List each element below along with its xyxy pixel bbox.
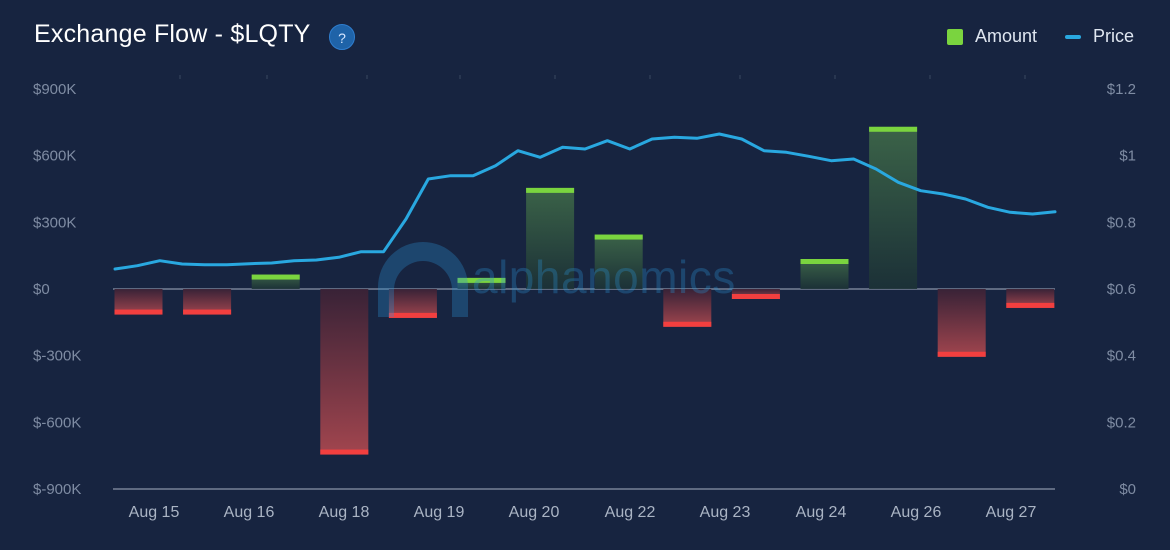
watermark-logo-icon [378,242,468,317]
y-left-tick-label: $600K [33,148,76,165]
watermark: alphanomics [368,232,736,322]
legend-item-amount[interactable]: Amount [946,26,1037,47]
y-right-tick-label: $0.4 [1107,348,1136,365]
amount-bar-cap [114,309,163,315]
x-tick-label: Aug 20 [509,504,560,521]
y-right-tick-label: $0.6 [1107,281,1136,298]
amount-bar-cap [800,259,849,264]
y-left-tick-label: $-600K [33,414,81,431]
amount-bar-cap [663,321,712,327]
amount-bar [320,289,369,455]
help-icon[interactable]: ? [329,24,355,50]
amount-bar [457,277,506,289]
legend: Amount Price [946,26,1134,47]
x-tick-label: Aug 26 [891,504,942,521]
amount-bar [663,289,712,327]
amount-bar-cap [251,274,300,280]
amount-bar [594,234,643,289]
amount-bar-cap [457,277,506,283]
legend-label-price: Price [1092,26,1134,46]
y-left-tick-label: $-300K [33,348,81,365]
amount-bar-cap [937,351,986,357]
amount-bar-cap [869,126,918,132]
amount-bar-cap [183,309,232,315]
price-swatch-icon [1064,34,1081,39]
amount-bar-cap [320,449,369,455]
amount-bar [526,187,575,289]
chart-title: Exchange Flow - $LQTY [34,20,311,48]
y-right-tick-label: $1.2 [1107,81,1136,98]
amount-bar [869,126,918,290]
x-tick-label: Aug 15 [129,504,180,521]
amount-swatch-icon [946,28,963,45]
y-left-tick-label: $900K [33,81,76,98]
y-right-tick-label: $0 [1119,481,1136,498]
amount-bar [937,289,986,357]
amount-bar-cap [388,312,437,318]
price-line [113,132,1057,271]
amount-bar-cap [1006,302,1055,308]
watermark-text: alphanomics [472,251,736,303]
y-right-tick-label: $0.8 [1107,214,1136,231]
y-left-tick-label: $0 [33,281,50,298]
amount-bar-cap [731,294,780,299]
x-tick-label: Aug 18 [319,504,370,521]
x-tick-label: Aug 19 [414,504,465,521]
y-left-tick-label: $-900K [33,481,81,498]
legend-label-amount: Amount [974,26,1037,46]
x-tick-label: Aug 23 [700,504,751,521]
x-tick-label: Aug 24 [796,504,847,521]
x-tick-label: Aug 16 [224,504,275,521]
x-tick-label: Aug 22 [605,504,656,521]
y-left-tick-label: $300K [33,214,76,231]
y-right-tick-label: $0.2 [1107,414,1136,431]
y-right-tick-label: $1 [1119,148,1136,165]
x-tick-label: Aug 27 [986,504,1037,521]
amount-bar-cap [526,187,575,193]
legend-item-price[interactable]: Price [1064,26,1134,47]
amount-bar-cap [594,234,643,240]
